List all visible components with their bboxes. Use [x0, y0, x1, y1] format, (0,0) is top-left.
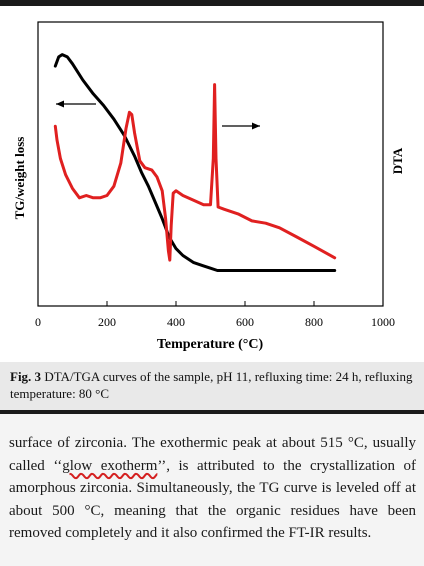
- figure-panel: 0 200 400 600 800 1000 Temperature (°C) TG/we…: [0, 6, 424, 362]
- x-tick-label: 800: [305, 315, 323, 329]
- x-tick-label: 0: [35, 315, 41, 329]
- body-text-after: ’’, is attributed to the crystallization…: [9, 457, 416, 542]
- arrow-left-icon: [56, 100, 96, 108]
- dta-curve: [53, 83, 337, 262]
- x-axis-label: Temperature (°C): [157, 337, 264, 352]
- arrow-right-icon: [222, 122, 260, 130]
- dta-tga-chart: 0 200 400 600 800 1000 Temperature (°C) TG/we…: [12, 21, 405, 352]
- top-band: [0, 0, 424, 6]
- figure-caption: Fig. 3 DTA/TGA curves of the sample, pH …: [10, 368, 414, 402]
- y-axis-label-left: TG/weight loss: [12, 137, 27, 220]
- highlighted-term: glow exotherm: [62, 457, 158, 474]
- body-panel: surface of zirconia. The exothermic peak…: [0, 414, 424, 566]
- y-axis-label-right: DTA: [390, 147, 405, 174]
- caption-panel: Fig. 3 DTA/TGA curves of the sample, pH …: [0, 362, 424, 410]
- plot-frame: [37, 21, 384, 307]
- figure-label: Fig. 3: [10, 369, 42, 384]
- annotation-arrows: [56, 100, 260, 130]
- x-axis-ticks: 0 200 400 600 800 1000: [35, 301, 395, 329]
- figure-caption-text: DTA/TGA curves of the sample, pH 11, ref…: [10, 369, 413, 401]
- x-tick-label: 600: [236, 315, 254, 329]
- x-tick-label: 1000: [371, 315, 395, 329]
- section-divider: [0, 410, 424, 414]
- x-tick-label: 400: [167, 315, 185, 329]
- tg-curve: [53, 53, 337, 272]
- body-paragraph: surface of zirconia. The exothermic peak…: [9, 432, 416, 545]
- series-group: [53, 53, 337, 272]
- x-tick-label: 200: [98, 315, 116, 329]
- body-text-before: surface of zirconia. The exothermic peak…: [9, 435, 416, 474]
